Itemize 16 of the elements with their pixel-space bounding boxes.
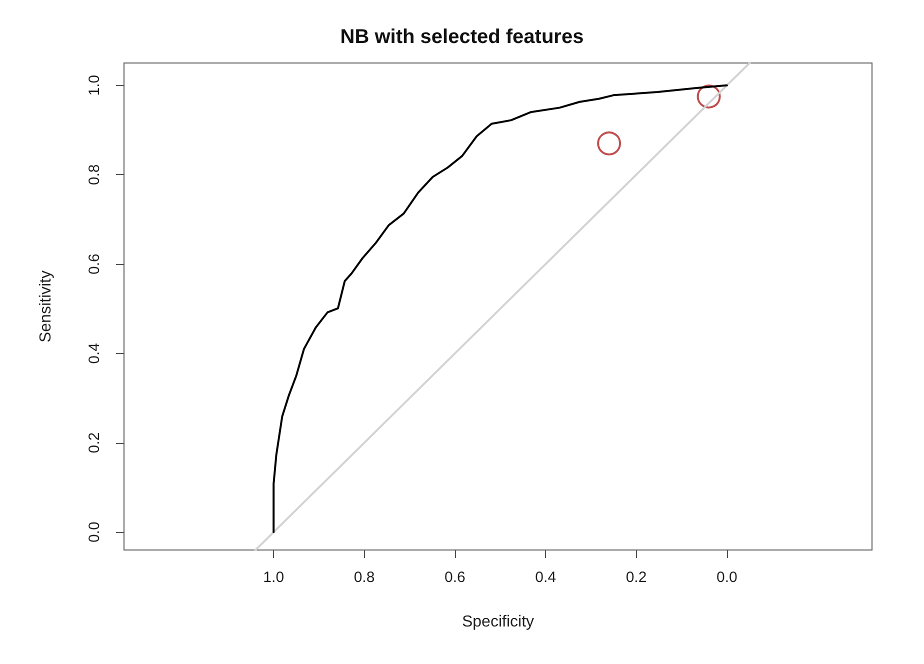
y-tick-label: 0.8 <box>86 164 103 186</box>
y-tick-label: 0.6 <box>86 254 103 274</box>
x-tick-label: 0.8 <box>354 569 375 586</box>
line-series <box>272 84 728 534</box>
y-tick-label: 0.4 <box>86 342 103 364</box>
x-tick-label: 0.2 <box>626 569 647 586</box>
y-tick-label: 0.2 <box>86 432 103 454</box>
chart-title: NB with selected features <box>340 26 584 48</box>
y-tick-label: 1.0 <box>86 74 103 96</box>
y-axis-title: Sensitivity <box>38 270 54 343</box>
x-tick-label: 0.4 <box>535 569 556 586</box>
x-tick-label: 1.0 <box>263 569 284 586</box>
y-tick-label: 0.0 <box>86 522 103 543</box>
x-axis-title: Specificity <box>462 614 534 630</box>
x-tick-label: 0.0 <box>716 569 738 586</box>
x-tick-label: 0.6 <box>444 569 466 586</box>
